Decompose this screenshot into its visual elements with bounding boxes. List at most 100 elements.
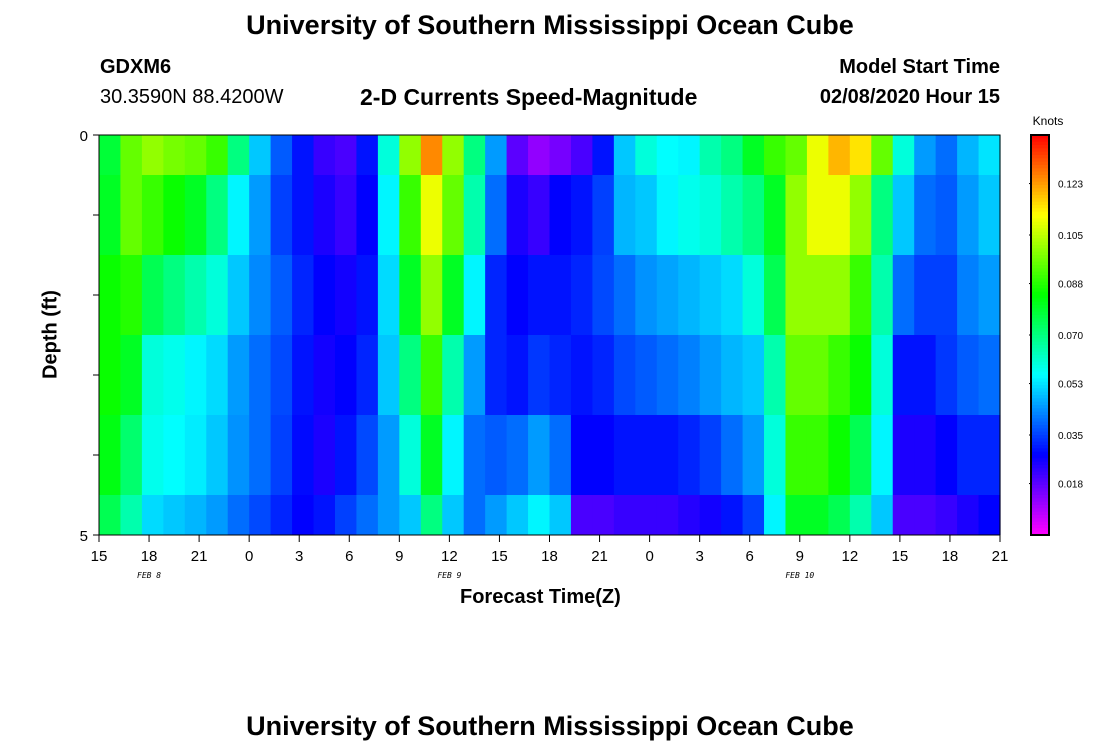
heatmap-cell: [613, 255, 636, 335]
heatmap-cell: [249, 255, 272, 335]
heatmap-cell: [485, 335, 508, 415]
heatmap-cell: [463, 255, 486, 335]
heatmap-cell: [742, 415, 765, 495]
heatmap-cell: [892, 175, 915, 255]
x-tick-label: 9: [796, 548, 804, 565]
heatmap-cell: [635, 335, 658, 415]
heatmap-cell: [334, 415, 358, 495]
colorbar-tick-label: 0.053: [1058, 380, 1083, 391]
heatmap-cell: [163, 255, 186, 335]
colorbar-segment: [1031, 485, 1049, 489]
colorbar-segment: [1031, 188, 1049, 193]
heatmap-cell: [613, 415, 636, 495]
colorbar-segment: [1031, 335, 1049, 339]
colorbar-segment: [1031, 195, 1049, 199]
colorbar-segment: [1031, 381, 1049, 386]
heatmap-cell: [978, 335, 1001, 415]
colorbar-segment: [1031, 471, 1049, 476]
heatmap-cell: [570, 495, 593, 535]
colorbar-segment: [1031, 438, 1049, 443]
colorbar-tick-label: 0.105: [1058, 231, 1083, 242]
colorbar-segment: [1031, 518, 1049, 523]
heatmap-cell: [120, 175, 143, 255]
colorbar-segment: [1031, 451, 1049, 456]
heatmap-cell: [249, 495, 272, 535]
heatmap-cell: [635, 175, 658, 255]
colorbar-segment: [1031, 525, 1049, 529]
heatmap-cell: [463, 335, 486, 415]
heatmap-cell: [292, 135, 315, 175]
heatmap-cell: [828, 495, 851, 535]
heatmap-cell: [592, 335, 615, 415]
colorbar-segment: [1031, 278, 1049, 283]
colorbar-segment: [1031, 178, 1049, 183]
heatmap-cell: [635, 415, 658, 495]
colorbar-segment: [1031, 298, 1049, 303]
colorbar-segment: [1031, 408, 1049, 413]
heatmap-cell: [635, 135, 658, 175]
heatmap-cell: [463, 175, 486, 255]
heatmap-cell: [806, 255, 829, 335]
colorbar-segment: [1031, 221, 1049, 226]
colorbar-segment: [1031, 295, 1049, 299]
heatmap-cell: [871, 495, 894, 535]
heatmap-cell: [334, 135, 358, 175]
colorbar-segment: [1031, 361, 1049, 366]
heatmap-cell: [313, 175, 336, 255]
colorbar-tick-label: 0.070: [1058, 331, 1083, 342]
colorbar-segment: [1031, 425, 1049, 429]
heatmap-cell: [399, 255, 422, 335]
heatmap-cell: [914, 135, 937, 175]
heatmap-cell: [99, 175, 122, 255]
colorbar-segment: [1031, 291, 1049, 296]
heatmap-cell: [292, 175, 315, 255]
colorbar-segment: [1031, 168, 1049, 173]
heatmap-cell: [184, 335, 207, 415]
heatmap-cell: [806, 495, 829, 535]
heatmap-cell: [184, 135, 207, 175]
heatmap-cell: [549, 495, 572, 535]
colorbar-segment: [1031, 428, 1049, 433]
heatmap-cell: [270, 495, 293, 535]
heatmap-cell: [485, 255, 508, 335]
heatmap-cell: [892, 335, 915, 415]
heatmap-cell: [227, 135, 250, 175]
heatmap-cell: [828, 415, 851, 495]
colorbar-segment: [1031, 315, 1049, 319]
colorbar-segment: [1031, 248, 1049, 253]
heatmap-cell: [442, 255, 465, 335]
heatmap-cell: [506, 255, 529, 335]
heatmap-cell: [978, 495, 1001, 535]
heatmap-cell: [356, 255, 379, 335]
heatmap-cell: [506, 135, 529, 175]
heatmap-cell: [742, 255, 765, 335]
heatmap-cell: [141, 495, 164, 535]
heatmap-cell: [399, 335, 422, 415]
heatmap-cell: [613, 135, 636, 175]
heatmap-cell: [828, 175, 851, 255]
heatmap-cell: [785, 335, 808, 415]
heatmap-cell: [849, 175, 872, 255]
heatmap-cell: [506, 175, 529, 255]
heatmap-cell: [227, 415, 250, 495]
model-start-value: 02/08/2020 Hour 15: [819, 86, 1000, 108]
colorbar-segment: [1031, 445, 1049, 449]
x-tick-label: 18: [942, 548, 959, 565]
colorbar-segment: [1031, 155, 1049, 159]
heatmap-cell: [442, 135, 465, 175]
y-tick-label: 5: [80, 528, 88, 545]
colorbar-segment: [1031, 515, 1049, 519]
colorbar-segment: [1031, 475, 1049, 479]
heatmap-cell: [742, 135, 765, 175]
colorbar-segment: [1031, 495, 1049, 499]
colorbar-tick-label: 0.123: [1058, 180, 1083, 191]
heatmap-cell: [764, 255, 787, 335]
colorbar-segment: [1031, 228, 1049, 233]
colorbar-segment: [1031, 391, 1049, 396]
heatmap-cell: [485, 135, 508, 175]
colorbar-segment: [1031, 158, 1049, 163]
colorbar-segment: [1031, 251, 1049, 256]
colorbar-segment: [1031, 311, 1049, 316]
colorbar-segment: [1031, 371, 1049, 376]
